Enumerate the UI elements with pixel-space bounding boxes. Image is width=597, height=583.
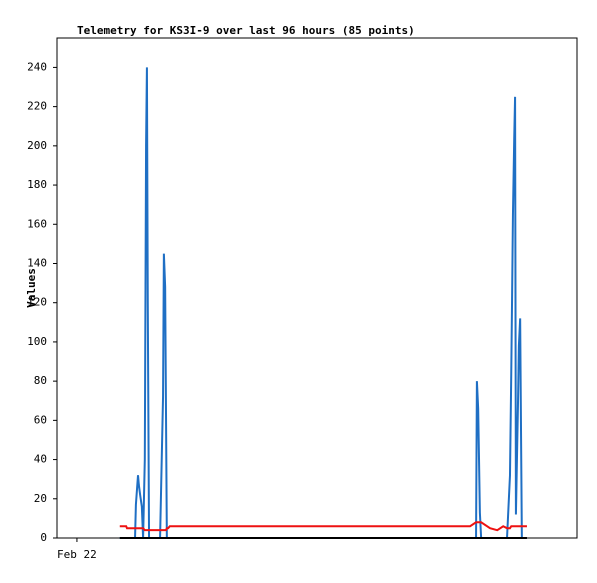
y-tick-label: 60: [34, 413, 47, 426]
x-tick-label: Feb 22: [57, 548, 97, 561]
series-line: [119, 521, 527, 532]
y-tick-label: 220: [27, 100, 47, 113]
y-tick-label: 40: [34, 453, 47, 466]
y-tick-label: 160: [27, 217, 47, 230]
y-tick-label: 180: [27, 178, 47, 191]
y-tick-label: 200: [27, 139, 47, 152]
y-tick-label: 140: [27, 256, 47, 269]
y-axis-label: Values: [25, 268, 38, 308]
y-tick-label: 120: [27, 296, 47, 309]
chart-title: Telemetry for KS3I-9 over last 96 hours …: [77, 24, 415, 37]
y-tick-label: 20: [34, 492, 47, 505]
y-tick-label: 0: [40, 531, 47, 544]
y-tick-label: 80: [34, 374, 47, 387]
y-tick-label: 100: [27, 335, 47, 348]
y-tick-label: 240: [27, 60, 47, 73]
